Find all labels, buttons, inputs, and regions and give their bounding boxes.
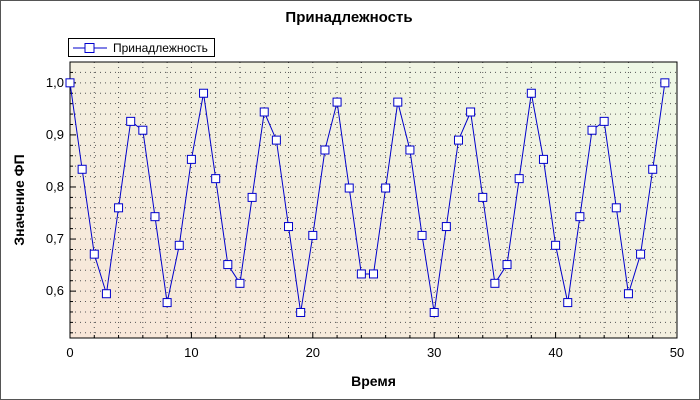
data-point bbox=[660, 78, 670, 88]
data-point bbox=[636, 249, 646, 259]
x-tick-label: 30 bbox=[427, 345, 441, 360]
data-point bbox=[296, 307, 306, 317]
x-tick-label: 20 bbox=[306, 345, 320, 360]
legend-marker-icon bbox=[73, 42, 107, 53]
data-point bbox=[89, 249, 99, 259]
data-point bbox=[126, 116, 136, 126]
data-point bbox=[441, 222, 451, 232]
data-point bbox=[514, 174, 524, 184]
data-point bbox=[381, 183, 391, 193]
y-tick-label: 0,7 bbox=[46, 231, 64, 246]
data-point bbox=[284, 222, 294, 232]
data-point bbox=[162, 298, 172, 308]
data-point bbox=[417, 230, 427, 240]
data-point bbox=[356, 269, 366, 279]
data-point bbox=[235, 278, 245, 288]
data-point bbox=[259, 107, 269, 117]
data-point bbox=[186, 154, 196, 164]
data-point bbox=[575, 212, 585, 222]
y-tick-label: 0,9 bbox=[46, 127, 64, 142]
y-tick-label: 0,8 bbox=[46, 179, 64, 194]
x-tick-label: 50 bbox=[670, 345, 684, 360]
x-tick-label: 0 bbox=[66, 345, 73, 360]
data-point bbox=[320, 145, 330, 155]
y-tick-label: 1,0 bbox=[46, 75, 64, 90]
data-point bbox=[332, 97, 342, 107]
data-point bbox=[611, 203, 621, 213]
data-point bbox=[138, 125, 148, 135]
x-tick-label: 10 bbox=[184, 345, 198, 360]
data-point bbox=[490, 278, 500, 288]
data-point bbox=[308, 230, 318, 240]
data-point bbox=[369, 269, 378, 279]
plot-area bbox=[70, 62, 677, 338]
data-point bbox=[247, 192, 257, 202]
ticks: 0 10 20 30 40 50 0,6 0,7 0,8 0,9 1,0 bbox=[46, 61, 684, 360]
data-point bbox=[648, 164, 658, 174]
data-point bbox=[599, 116, 609, 126]
data-point bbox=[199, 88, 209, 98]
data-point bbox=[101, 289, 111, 299]
data-point bbox=[551, 240, 561, 250]
chart-title: Принадлежность bbox=[285, 9, 413, 26]
data-point bbox=[623, 289, 633, 299]
x-axis-label: Время bbox=[351, 373, 396, 389]
data-point bbox=[344, 183, 354, 193]
data-point bbox=[587, 125, 597, 135]
data-point bbox=[405, 145, 415, 155]
data-point bbox=[538, 154, 548, 164]
data-point bbox=[77, 164, 87, 174]
data-point bbox=[271, 135, 281, 145]
data-point bbox=[466, 107, 476, 117]
data-point bbox=[114, 203, 124, 213]
data-point bbox=[453, 135, 463, 145]
y-tick-label: 0,6 bbox=[46, 283, 64, 298]
axes bbox=[69, 61, 678, 339]
data-point bbox=[526, 88, 536, 98]
series-line bbox=[69, 82, 666, 313]
data-point bbox=[150, 212, 160, 222]
y-axis-label: Значение ФП bbox=[11, 154, 27, 245]
data-point bbox=[429, 307, 439, 317]
series bbox=[65, 78, 670, 317]
data-point bbox=[223, 260, 233, 270]
data-point bbox=[478, 192, 488, 202]
legend-label: Принадлежность bbox=[113, 40, 208, 55]
data-point bbox=[502, 260, 512, 270]
data-point bbox=[211, 174, 221, 184]
data-point bbox=[563, 298, 573, 308]
x-tick-label: 40 bbox=[548, 345, 562, 360]
legend: Принадлежность bbox=[68, 38, 215, 57]
plot-border bbox=[69, 61, 678, 339]
data-point bbox=[65, 78, 75, 88]
data-point bbox=[174, 240, 184, 250]
data-point bbox=[393, 97, 403, 107]
